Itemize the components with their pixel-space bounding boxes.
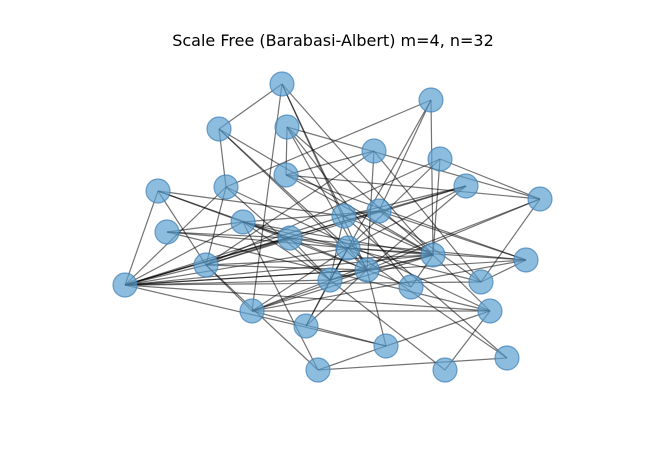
- graph-edge: [378, 210, 527, 261]
- graph-edge: [329, 279, 446, 371]
- graph-edge: [205, 254, 434, 266]
- graph-edge: [432, 254, 491, 312]
- graph-edge: [430, 99, 434, 256]
- graph-edge: [124, 215, 345, 286]
- graph-edge: [305, 269, 368, 327]
- graph-node: [527, 186, 553, 212]
- graph-edge: [317, 357, 508, 371]
- graph-node: [420, 242, 446, 268]
- graph-edge: [124, 284, 491, 312]
- graph-edge: [124, 190, 159, 286]
- graph-edge: [124, 264, 207, 286]
- graph-node: [513, 247, 539, 273]
- graph-edge: [366, 185, 467, 271]
- graph-edge: [281, 83, 434, 256]
- graph-node: [206, 116, 232, 142]
- graph-node: [293, 313, 319, 339]
- graph-edge: [432, 158, 441, 256]
- graph-edge: [124, 221, 244, 286]
- graph-edge: [225, 99, 432, 188]
- graph-edge: [242, 221, 331, 281]
- graph-node: [427, 146, 453, 172]
- graph-node: [331, 203, 357, 229]
- graph-edge: [251, 247, 349, 312]
- graph-edge: [157, 190, 345, 217]
- graph-edge: [166, 231, 349, 249]
- graph-edge: [205, 264, 368, 271]
- graph-edge: [251, 279, 331, 312]
- graph-edge: [347, 247, 482, 283]
- graph-edge: [166, 221, 244, 233]
- graph-edge: [329, 254, 434, 281]
- graph-node: [432, 357, 458, 383]
- graph-edge: [251, 310, 387, 347]
- graph-node: [398, 274, 424, 300]
- graph-edge: [205, 150, 375, 266]
- graph-edge: [343, 215, 434, 256]
- graph-node: [269, 71, 295, 97]
- graph-edge: [218, 128, 434, 256]
- graph-node: [361, 138, 387, 164]
- graph-node: [468, 269, 494, 295]
- graph-node: [366, 198, 392, 224]
- graph-edge: [343, 215, 508, 359]
- graph-node: [273, 162, 299, 188]
- graph-edge: [242, 221, 434, 256]
- graph-edge: [285, 174, 541, 200]
- graph-node: [274, 114, 300, 140]
- graph-node: [145, 178, 171, 204]
- node-layer: [112, 71, 553, 383]
- graph-edge: [124, 254, 434, 286]
- graph-node: [477, 298, 503, 324]
- graph-node: [230, 209, 256, 235]
- graph-edge: [286, 126, 541, 200]
- graph-node: [239, 298, 265, 324]
- graph-edge: [285, 150, 375, 176]
- graph-node: [494, 345, 520, 371]
- graph-node: [277, 225, 303, 251]
- graph-node: [154, 219, 180, 245]
- graph-edge: [378, 99, 432, 212]
- graph-edge: [480, 198, 541, 283]
- graph-edge: [218, 83, 283, 130]
- graph-edge: [242, 210, 380, 223]
- chart-title: Scale Free (Barabasi-Albert) m=4, n=32: [172, 31, 494, 50]
- graph-edge: [439, 158, 541, 200]
- graph-edge: [251, 269, 368, 312]
- edge-layer: [124, 83, 541, 371]
- graph-node: [453, 173, 479, 199]
- graph-edge: [289, 237, 368, 271]
- graph-node: [335, 235, 361, 261]
- graph-edge: [166, 231, 291, 239]
- graph-node: [418, 87, 444, 113]
- graph-edge: [285, 174, 434, 256]
- graph-edge: [347, 185, 467, 249]
- graph-edge: [286, 126, 434, 256]
- graph-node: [354, 257, 380, 283]
- graph-node: [305, 357, 331, 383]
- graph-edge: [385, 310, 491, 347]
- graph-edge: [289, 237, 527, 261]
- graph-edge: [373, 150, 482, 283]
- graph-edge: [343, 185, 467, 217]
- graph-node: [317, 267, 343, 293]
- graph-node: [193, 252, 219, 278]
- graph-node: [373, 333, 399, 359]
- graph-edge: [251, 259, 527, 312]
- graph-edge: [157, 190, 207, 266]
- graph-node: [112, 272, 138, 298]
- graph-node: [213, 174, 239, 200]
